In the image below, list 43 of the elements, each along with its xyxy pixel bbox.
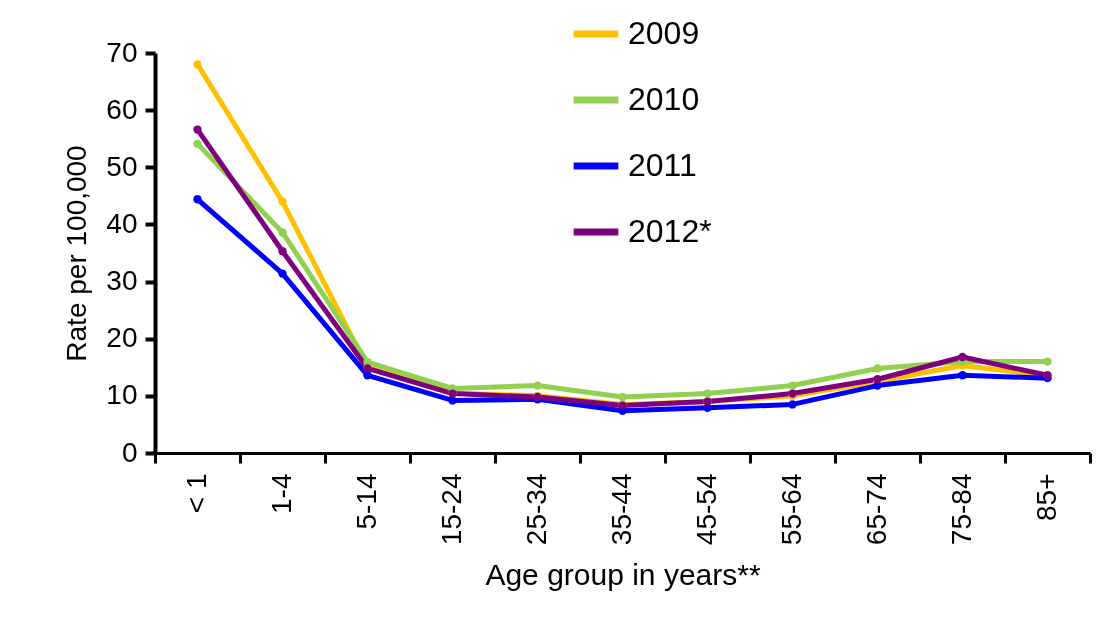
y-tick-label: 70 <box>106 36 138 68</box>
point <box>618 392 627 402</box>
legend-label: 2011 <box>628 147 697 183</box>
point <box>788 400 797 409</box>
point <box>193 60 202 69</box>
y-tick-label: 60 <box>106 93 138 125</box>
point <box>278 197 287 206</box>
x-tick-label: 45-54 <box>691 473 722 546</box>
point <box>958 371 967 380</box>
x-tick-label: 35-44 <box>606 473 637 546</box>
x-axis-title: Age group in years** <box>485 558 761 592</box>
y-tick-label: 50 <box>106 150 138 182</box>
point <box>788 381 797 390</box>
point <box>193 125 202 134</box>
legend-label: 2010 <box>628 81 700 117</box>
x-tick-label: 75-84 <box>946 473 977 546</box>
x-tick-label: 5-14 <box>351 473 382 530</box>
x-tick-label: 25-34 <box>521 473 552 546</box>
x-tick-label: 15-24 <box>436 473 467 546</box>
point <box>278 228 287 237</box>
point <box>363 371 372 380</box>
point <box>533 381 542 390</box>
x-tick-label: 55-64 <box>776 473 807 546</box>
point <box>278 269 287 278</box>
x-tick-label: 1-4 <box>266 473 297 514</box>
point <box>703 389 712 398</box>
point <box>193 195 202 204</box>
point <box>193 139 202 149</box>
point <box>278 247 287 256</box>
legend-label: 2009 <box>628 15 700 51</box>
x-tick-label: 65-74 <box>861 473 892 546</box>
y-axis-title: Rate per 100,000 <box>61 145 93 362</box>
y-tick-label: 20 <box>106 322 138 354</box>
y-tick-label: 0 <box>121 436 138 468</box>
point <box>958 352 967 362</box>
point <box>1043 357 1052 366</box>
legend-label: 2012* <box>628 213 712 249</box>
point <box>873 364 882 373</box>
y-tick-label: 40 <box>106 207 138 239</box>
x-tick-label: 85+ <box>1031 473 1062 521</box>
x-tick-label: < 1 <box>181 473 212 514</box>
y-tick-label: 30 <box>106 265 138 297</box>
y-tick-label: 10 <box>106 379 138 411</box>
